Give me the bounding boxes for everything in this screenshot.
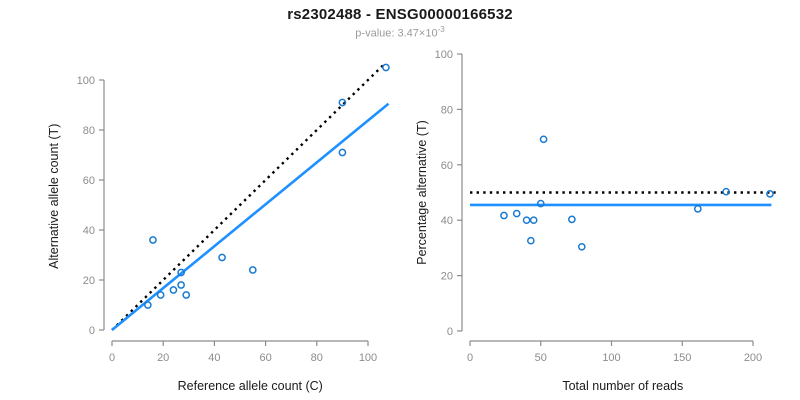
x-tick-label: 100 (602, 352, 620, 364)
data-point (169, 286, 178, 294)
data-point (500, 211, 508, 220)
data-point (536, 199, 545, 208)
panel-percentage-vs-reads: 0 50 100 150 200 0 20 40 60 80 100 Total number of … (415, 49, 776, 393)
data-point (529, 216, 538, 225)
data-point (526, 236, 535, 245)
data-point (722, 187, 730, 196)
y-tick-label: 100 (77, 75, 95, 87)
figure-subtitle: p-value: 3.47×10-3 (0, 25, 800, 40)
x-tick-label: 20 (157, 352, 169, 364)
data-point (693, 204, 702, 213)
data-point (338, 98, 347, 107)
x-axis-title: Total number of reads (562, 379, 683, 393)
y-tick-label: 20 (83, 275, 95, 287)
x-tick-label: 50 (535, 352, 547, 364)
x-axis-title: Reference allele count (C) (178, 379, 323, 393)
data-point (177, 268, 185, 277)
data-point (149, 236, 157, 244)
x-tick-label: 100 (359, 352, 377, 364)
y-tick-label: 80 (83, 125, 95, 137)
identity-line (111, 64, 385, 331)
x-tick-label: 150 (673, 352, 691, 364)
y-tick-label: 20 (441, 271, 453, 283)
data-point (577, 242, 586, 251)
y-tick-label: 40 (441, 215, 453, 227)
x-tick-label: 0 (467, 352, 473, 364)
x-tick-label: 40 (208, 352, 220, 364)
y-axis-title: Percentage alternative (T) (415, 120, 429, 265)
fit-line (111, 102, 390, 332)
pvalue-exponent: -3 (437, 25, 445, 34)
y-tick-label: 80 (441, 104, 453, 116)
x-tick-label: 80 (311, 352, 323, 364)
data-point (512, 209, 521, 218)
y-axis-title: Alternative allele count (T) (47, 124, 61, 269)
data-point (248, 266, 257, 274)
data-point (143, 301, 152, 309)
figure-title: rs2302488 - ENSG00000166532 (287, 6, 513, 23)
x-tick-label: 200 (744, 352, 762, 364)
data-point (539, 135, 548, 144)
y-tick-label: 60 (83, 175, 95, 187)
x-tick-label: 60 (259, 352, 271, 364)
panel-allele-counts: 0 20 40 60 80 100 0 20 40 60 80 100 Reference allele… (47, 63, 390, 393)
data-point (382, 63, 390, 72)
data-point (522, 216, 531, 225)
y-tick-label: 0 (89, 325, 95, 337)
pvalue-text: p-value: 3.47×10 (355, 27, 438, 40)
data-point (156, 291, 165, 299)
y-tick-label: 0 (447, 326, 453, 338)
data-point (177, 281, 185, 289)
data-point (218, 253, 226, 262)
data-point (182, 291, 191, 299)
x-tick-label: 0 (109, 352, 115, 364)
y-tick-label: 60 (441, 160, 453, 172)
y-tick-label: 100 (435, 49, 453, 61)
data-point (568, 215, 576, 224)
figure-header: rs2302488 - ENSG00000166532 p-value: 3.4… (0, 0, 800, 40)
data-point (338, 148, 347, 157)
y-tick-label: 40 (83, 225, 95, 237)
data-point (766, 190, 774, 198)
